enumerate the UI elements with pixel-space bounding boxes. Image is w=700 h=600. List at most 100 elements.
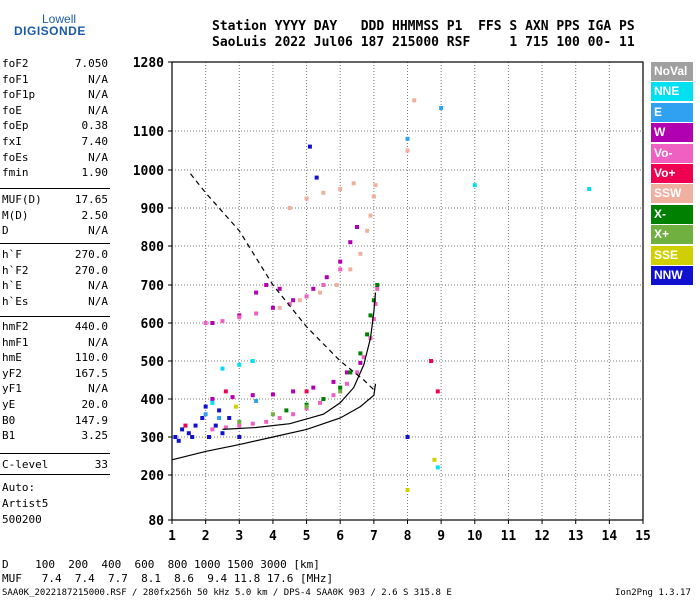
param-row: yF1 N/A (2, 382, 108, 397)
param-value: 270.0 (74, 263, 108, 277)
data-point (254, 398, 259, 403)
separator (0, 316, 110, 317)
param-key: fxI (2, 135, 22, 148)
param-key: foE (2, 103, 22, 117)
param-row: fmin 1.90 (2, 166, 108, 181)
x-tick-label: 15 (635, 529, 651, 544)
data-point (304, 294, 309, 299)
data-point (291, 298, 296, 303)
data-point (405, 136, 410, 141)
data-point (270, 412, 275, 417)
legend-item: SSW (651, 184, 693, 204)
legend-item: W (651, 123, 693, 143)
param-key: h`Es (2, 294, 29, 308)
legend-item: NoVal (651, 62, 693, 81)
param-value: N/A (88, 294, 108, 308)
param-key: foEp (2, 119, 29, 133)
data-point (210, 400, 215, 405)
legend-item: X+ (651, 225, 693, 245)
x-tick-label: 10 (467, 529, 483, 544)
data-point (200, 416, 205, 420)
x-tick-label: 6 (336, 529, 344, 544)
data-point (587, 187, 592, 191)
separator (0, 453, 110, 454)
param-row: foEs N/A (2, 151, 108, 166)
data-point (371, 298, 376, 303)
data-point (429, 359, 434, 363)
data-point (193, 423, 198, 428)
data-point (331, 379, 336, 384)
profile-curve (171, 383, 377, 461)
data-point (176, 438, 181, 443)
param-value: 147.9 (74, 413, 108, 427)
param-key: yF1 (2, 382, 22, 396)
x-tick-label: 2 (202, 529, 210, 544)
data-point (217, 408, 222, 413)
param-row: foF1 N/A (2, 73, 108, 88)
data-point (237, 362, 242, 367)
param-row: foE N/A (2, 104, 108, 119)
legend-item: E (651, 102, 693, 122)
legend-item: NNW (651, 266, 693, 285)
data-point (405, 435, 410, 439)
data-point (338, 259, 343, 264)
data-point (338, 389, 343, 394)
auto-line2: Artist5 (2, 497, 49, 510)
param-value: 0.38 (81, 119, 109, 133)
data-point (190, 435, 195, 439)
data-point (180, 427, 185, 432)
param-key: C-level (2, 458, 49, 471)
data-point (203, 412, 208, 417)
y-tick-label: 1000 (133, 164, 164, 179)
param-row: MUF(D) 17.65 (2, 193, 108, 208)
data-point (338, 187, 343, 191)
param-key: hmF2 (2, 320, 29, 333)
param-value: N/A (88, 150, 108, 164)
data-point (435, 389, 440, 394)
logo-line2: DIGISONDE (14, 24, 86, 38)
data-point (254, 290, 259, 295)
data-point (358, 351, 363, 356)
x-tick-label: 3 (235, 529, 243, 544)
x-tick-label: 4 (269, 529, 277, 544)
separator (0, 474, 110, 475)
data-point (311, 385, 316, 390)
data-point (230, 395, 235, 400)
data-point (358, 360, 363, 365)
legend-item: NNE (651, 82, 693, 102)
auto-line3: 500200 (2, 513, 42, 526)
data-point (220, 431, 225, 436)
data-point (338, 267, 343, 272)
legend-item: SSE (651, 245, 693, 265)
data-point (287, 302, 292, 306)
param-key: B1 (2, 429, 16, 443)
data-point (233, 404, 238, 409)
data-point (371, 194, 376, 199)
x-tick-label: 9 (437, 529, 445, 544)
param-row: hmF2 440.0 (2, 320, 108, 335)
legend-item: Vo- (651, 143, 693, 163)
data-point (318, 400, 323, 405)
data-point (291, 412, 296, 417)
data-point (314, 175, 319, 180)
param-row: foF2 7.050 (2, 57, 108, 72)
param-row: fxI 7.40 (2, 135, 108, 150)
data-point (277, 286, 282, 291)
y-tick-label: 500 (141, 355, 165, 370)
data-point (186, 431, 191, 436)
param-value: 110.0 (74, 351, 108, 365)
x-tick-label: 8 (404, 529, 412, 544)
param-value: 20.0 (81, 398, 109, 411)
data-point (203, 321, 208, 325)
data-point (227, 416, 232, 420)
param-key: hmE (2, 351, 22, 365)
data-point (203, 404, 208, 409)
data-point (237, 435, 242, 439)
logo-line1: Lowell (42, 12, 77, 26)
data-point (358, 251, 363, 256)
data-point (355, 225, 360, 229)
param-key: MUF(D) (2, 193, 42, 206)
y-tick-label: 80 (148, 514, 164, 529)
param-value: N/A (88, 335, 108, 349)
param-row: h`F2 270.0 (2, 264, 108, 279)
